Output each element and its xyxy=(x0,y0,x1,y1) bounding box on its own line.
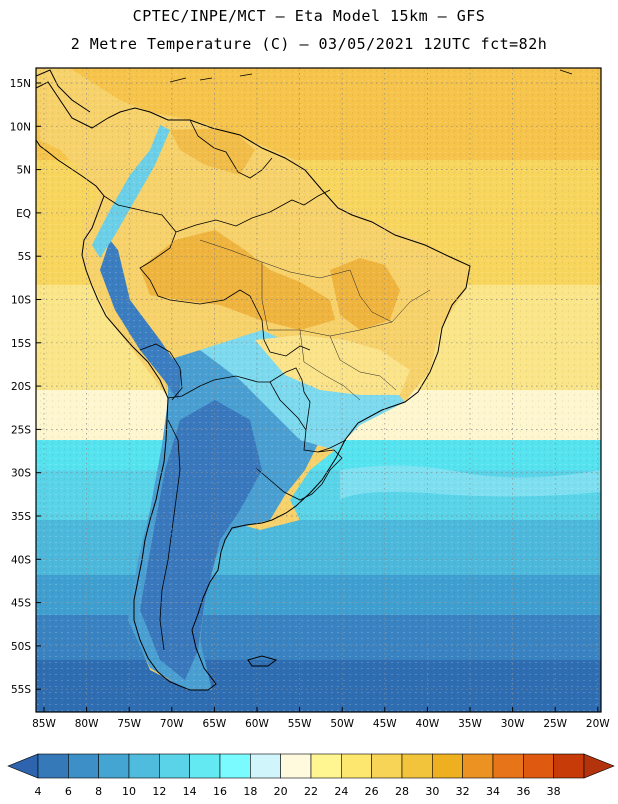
colorbar-swatch xyxy=(401,753,433,779)
lon-label: 70W xyxy=(160,718,184,730)
colorbar-label: 36 xyxy=(516,785,530,798)
colorbar-label: 30 xyxy=(425,785,439,798)
lon-label: 85W xyxy=(32,718,56,730)
colorbar-swatch xyxy=(37,753,69,779)
colorbar-swatch xyxy=(250,753,281,779)
colorbar-labels: 4 6 8 10 12 14 16 18 20 22 24 26 28 30 32 34 36 38 xyxy=(35,785,561,798)
lat-label: 55S xyxy=(11,684,31,696)
lat-label: 45S xyxy=(11,598,31,610)
colorbar-label: 14 xyxy=(183,785,197,798)
colorbar-label: 24 xyxy=(334,785,348,798)
colorbar-label: 8 xyxy=(95,785,102,798)
colorbar-label: 6 xyxy=(65,785,72,798)
caribbean-islands xyxy=(169,69,573,83)
colorbar-label: 4 xyxy=(35,785,42,798)
colorbar-arrow-low xyxy=(7,753,39,779)
colorbar-swatch xyxy=(219,753,251,779)
colorbar-label: 28 xyxy=(395,785,409,798)
lon-label: 65W xyxy=(203,718,227,730)
lat-label: 10N xyxy=(10,121,31,133)
lat-label: 5S xyxy=(18,251,32,263)
colorbar-label: 16 xyxy=(213,785,227,798)
lon-label: 20W xyxy=(586,718,610,730)
colorbar-swatch xyxy=(159,753,190,779)
lat-label: 20S xyxy=(11,381,31,393)
latitude-labels: 15N 10N 5N EQ 5S 10S 15S 20S 25S 30S 35S 40S 45S 50S 5… xyxy=(10,78,41,696)
lon-label: 80W xyxy=(75,718,99,730)
colorbar-label: 34 xyxy=(486,785,500,798)
lon-label: 25W xyxy=(543,718,567,730)
colorbar-label: 20 xyxy=(274,785,288,798)
colorbar-swatch xyxy=(371,753,403,779)
south-america-coastline xyxy=(36,81,471,691)
lon-label: 45W xyxy=(373,718,397,730)
lon-label: 75W xyxy=(117,718,141,730)
chart-title-line1: CPTEC/INPE/MCT – Eta Model 15km – GFS xyxy=(132,7,486,25)
colorbar-swatch xyxy=(523,753,554,779)
lon-label: 60W xyxy=(245,718,269,730)
colorbar-swatch xyxy=(98,753,130,779)
lat-label: 10S xyxy=(11,295,31,307)
central-america-coast xyxy=(36,69,91,113)
lon-label: 40W xyxy=(416,718,440,730)
colorbar-swatch xyxy=(432,753,463,779)
coastlines-and-borders xyxy=(36,69,573,691)
colorbar-label: 18 xyxy=(243,785,257,798)
colorbar-swatch xyxy=(280,753,312,779)
lat-label: EQ xyxy=(16,208,31,220)
colorbar-swatch xyxy=(492,753,524,779)
colorbar-label: 12 xyxy=(152,785,166,798)
brazil-state-borders xyxy=(199,239,431,401)
longitude-labels: 85W 80W 75W 70W 65W 60W 55W 50W 45W 40W 35W 30W 25W 2… xyxy=(32,707,610,730)
colorbar-label: 26 xyxy=(365,785,379,798)
colorbar-label: 38 xyxy=(547,785,561,798)
map-frame xyxy=(35,67,602,713)
colorbar-label: 22 xyxy=(304,785,318,798)
country-borders xyxy=(103,119,347,651)
colorbar-swatch xyxy=(68,753,99,779)
lon-label: 30W xyxy=(501,718,525,730)
chart-title-line2: 2 Metre Temperature (C) – 03/05/2021 12U… xyxy=(70,35,548,53)
colorbar-swatch xyxy=(310,753,342,779)
lon-label: 55W xyxy=(288,718,312,730)
lat-label: 30S xyxy=(11,468,31,480)
colorbar-arrow-high xyxy=(583,753,615,779)
colorbar-swatch xyxy=(553,753,585,779)
colorbar xyxy=(7,753,615,779)
colorbar-label: 10 xyxy=(122,785,136,798)
lat-label: 5N xyxy=(16,165,31,177)
lat-lon-grid xyxy=(36,68,601,712)
colorbar-swatch xyxy=(462,753,494,779)
lat-label: 50S xyxy=(11,641,31,653)
colorbar-swatch xyxy=(189,753,221,779)
colorbar-swatch xyxy=(341,753,372,779)
falkland-islands xyxy=(247,655,278,667)
lat-label: 15S xyxy=(11,338,31,350)
lon-label: 50W xyxy=(330,718,354,730)
lat-label: 15N xyxy=(10,78,31,90)
colorbar-swatch xyxy=(128,753,160,779)
lat-label: 25S xyxy=(11,424,31,436)
lat-label: 40S xyxy=(11,554,31,566)
lon-label: 35W xyxy=(458,718,482,730)
colorbar-label: 32 xyxy=(456,785,470,798)
lat-label: 35S xyxy=(11,511,31,523)
